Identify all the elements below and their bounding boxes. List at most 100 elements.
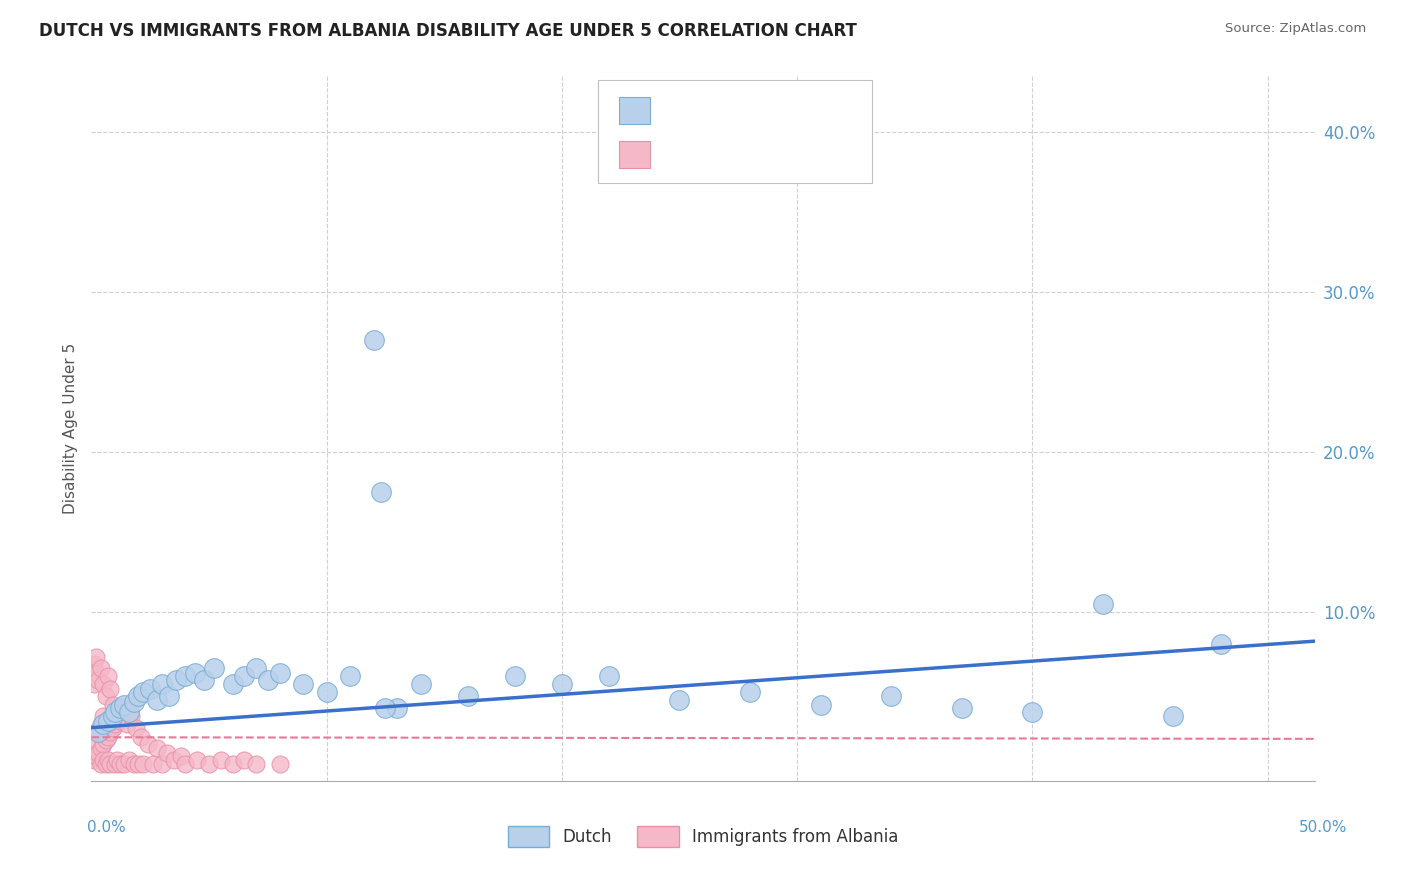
Point — [83, 677, 105, 691]
Point — [94, 689, 117, 703]
Point — [108, 701, 131, 715]
Point — [91, 717, 114, 731]
Text: R =   0.167   N = 46: R = 0.167 N = 46 — [664, 103, 818, 118]
Point — [112, 698, 135, 713]
Point — [157, 689, 180, 703]
Point — [598, 669, 620, 683]
Point — [97, 714, 120, 729]
Point — [120, 709, 142, 723]
Point — [98, 682, 121, 697]
Text: DUTCH VS IMMIGRANTS FROM ALBANIA DISABILITY AGE UNDER 5 CORRELATION CHART: DUTCH VS IMMIGRANTS FROM ALBANIA DISABIL… — [39, 22, 858, 40]
Point — [950, 701, 973, 715]
Point — [880, 689, 903, 703]
Legend: Dutch, Immigrants from Albania: Dutch, Immigrants from Albania — [501, 820, 905, 854]
Point — [122, 757, 145, 772]
Point — [112, 757, 135, 772]
Point — [115, 717, 138, 731]
Point — [184, 666, 207, 681]
Point — [132, 757, 155, 772]
Point — [1091, 598, 1114, 612]
Point — [108, 714, 131, 729]
Point — [139, 682, 162, 697]
Point — [503, 669, 526, 683]
Point — [132, 685, 155, 699]
Point — [91, 737, 114, 751]
Point — [409, 677, 432, 691]
Point — [170, 749, 193, 764]
Point — [101, 721, 124, 735]
Point — [668, 693, 690, 707]
Point — [221, 757, 243, 772]
Point — [105, 705, 128, 719]
Point — [91, 677, 114, 691]
Point — [87, 725, 110, 739]
Point — [87, 673, 110, 687]
Point — [98, 757, 121, 772]
Point — [315, 685, 337, 699]
Point — [1209, 637, 1232, 651]
Point — [101, 709, 124, 723]
Point — [84, 650, 107, 665]
Point — [122, 695, 145, 709]
Point — [146, 693, 169, 707]
Point — [233, 669, 256, 683]
Point — [339, 669, 361, 683]
Point — [84, 666, 107, 681]
Point — [94, 733, 117, 747]
Point — [101, 698, 124, 713]
Point — [127, 689, 149, 703]
Point — [97, 669, 120, 683]
Point — [127, 757, 149, 772]
Point — [457, 689, 479, 703]
Point — [233, 753, 256, 767]
Point — [90, 741, 112, 756]
Point — [108, 757, 131, 772]
Point — [374, 701, 396, 715]
Point — [221, 677, 243, 691]
Point — [91, 709, 114, 723]
Point — [738, 685, 761, 699]
Point — [118, 705, 141, 719]
Point — [1021, 705, 1043, 719]
Point — [245, 757, 267, 772]
Point — [105, 753, 128, 767]
Point — [83, 753, 105, 767]
Point — [198, 757, 221, 772]
Text: 50.0%: 50.0% — [1299, 821, 1347, 835]
Point — [84, 733, 107, 747]
Point — [186, 753, 208, 767]
Point — [810, 698, 832, 713]
Point — [97, 753, 120, 767]
Point — [163, 753, 186, 767]
Point — [98, 725, 121, 739]
Point — [174, 757, 197, 772]
Text: 0.0%: 0.0% — [87, 821, 127, 835]
Point — [292, 677, 315, 691]
Point — [104, 705, 127, 719]
Point — [104, 717, 127, 731]
Point — [83, 657, 105, 671]
Point — [104, 757, 127, 772]
Point — [129, 731, 152, 745]
Point — [363, 333, 385, 347]
Y-axis label: Disability Age Under 5: Disability Age Under 5 — [62, 343, 77, 514]
Point — [385, 701, 409, 715]
Text: R = -0.002   N = 60: R = -0.002 N = 60 — [664, 147, 814, 161]
Point — [90, 757, 112, 772]
Point — [269, 757, 291, 772]
Point — [87, 746, 110, 760]
Point — [118, 753, 141, 767]
Point — [87, 725, 110, 739]
Point — [256, 673, 278, 687]
Point — [269, 666, 291, 681]
Point — [90, 717, 112, 731]
Point — [84, 749, 107, 764]
Point — [245, 661, 267, 675]
Point — [150, 677, 173, 691]
Point — [136, 737, 159, 751]
Point — [111, 705, 134, 719]
Point — [146, 741, 169, 756]
Point — [125, 721, 148, 735]
Point — [91, 753, 114, 767]
Point — [174, 669, 197, 683]
